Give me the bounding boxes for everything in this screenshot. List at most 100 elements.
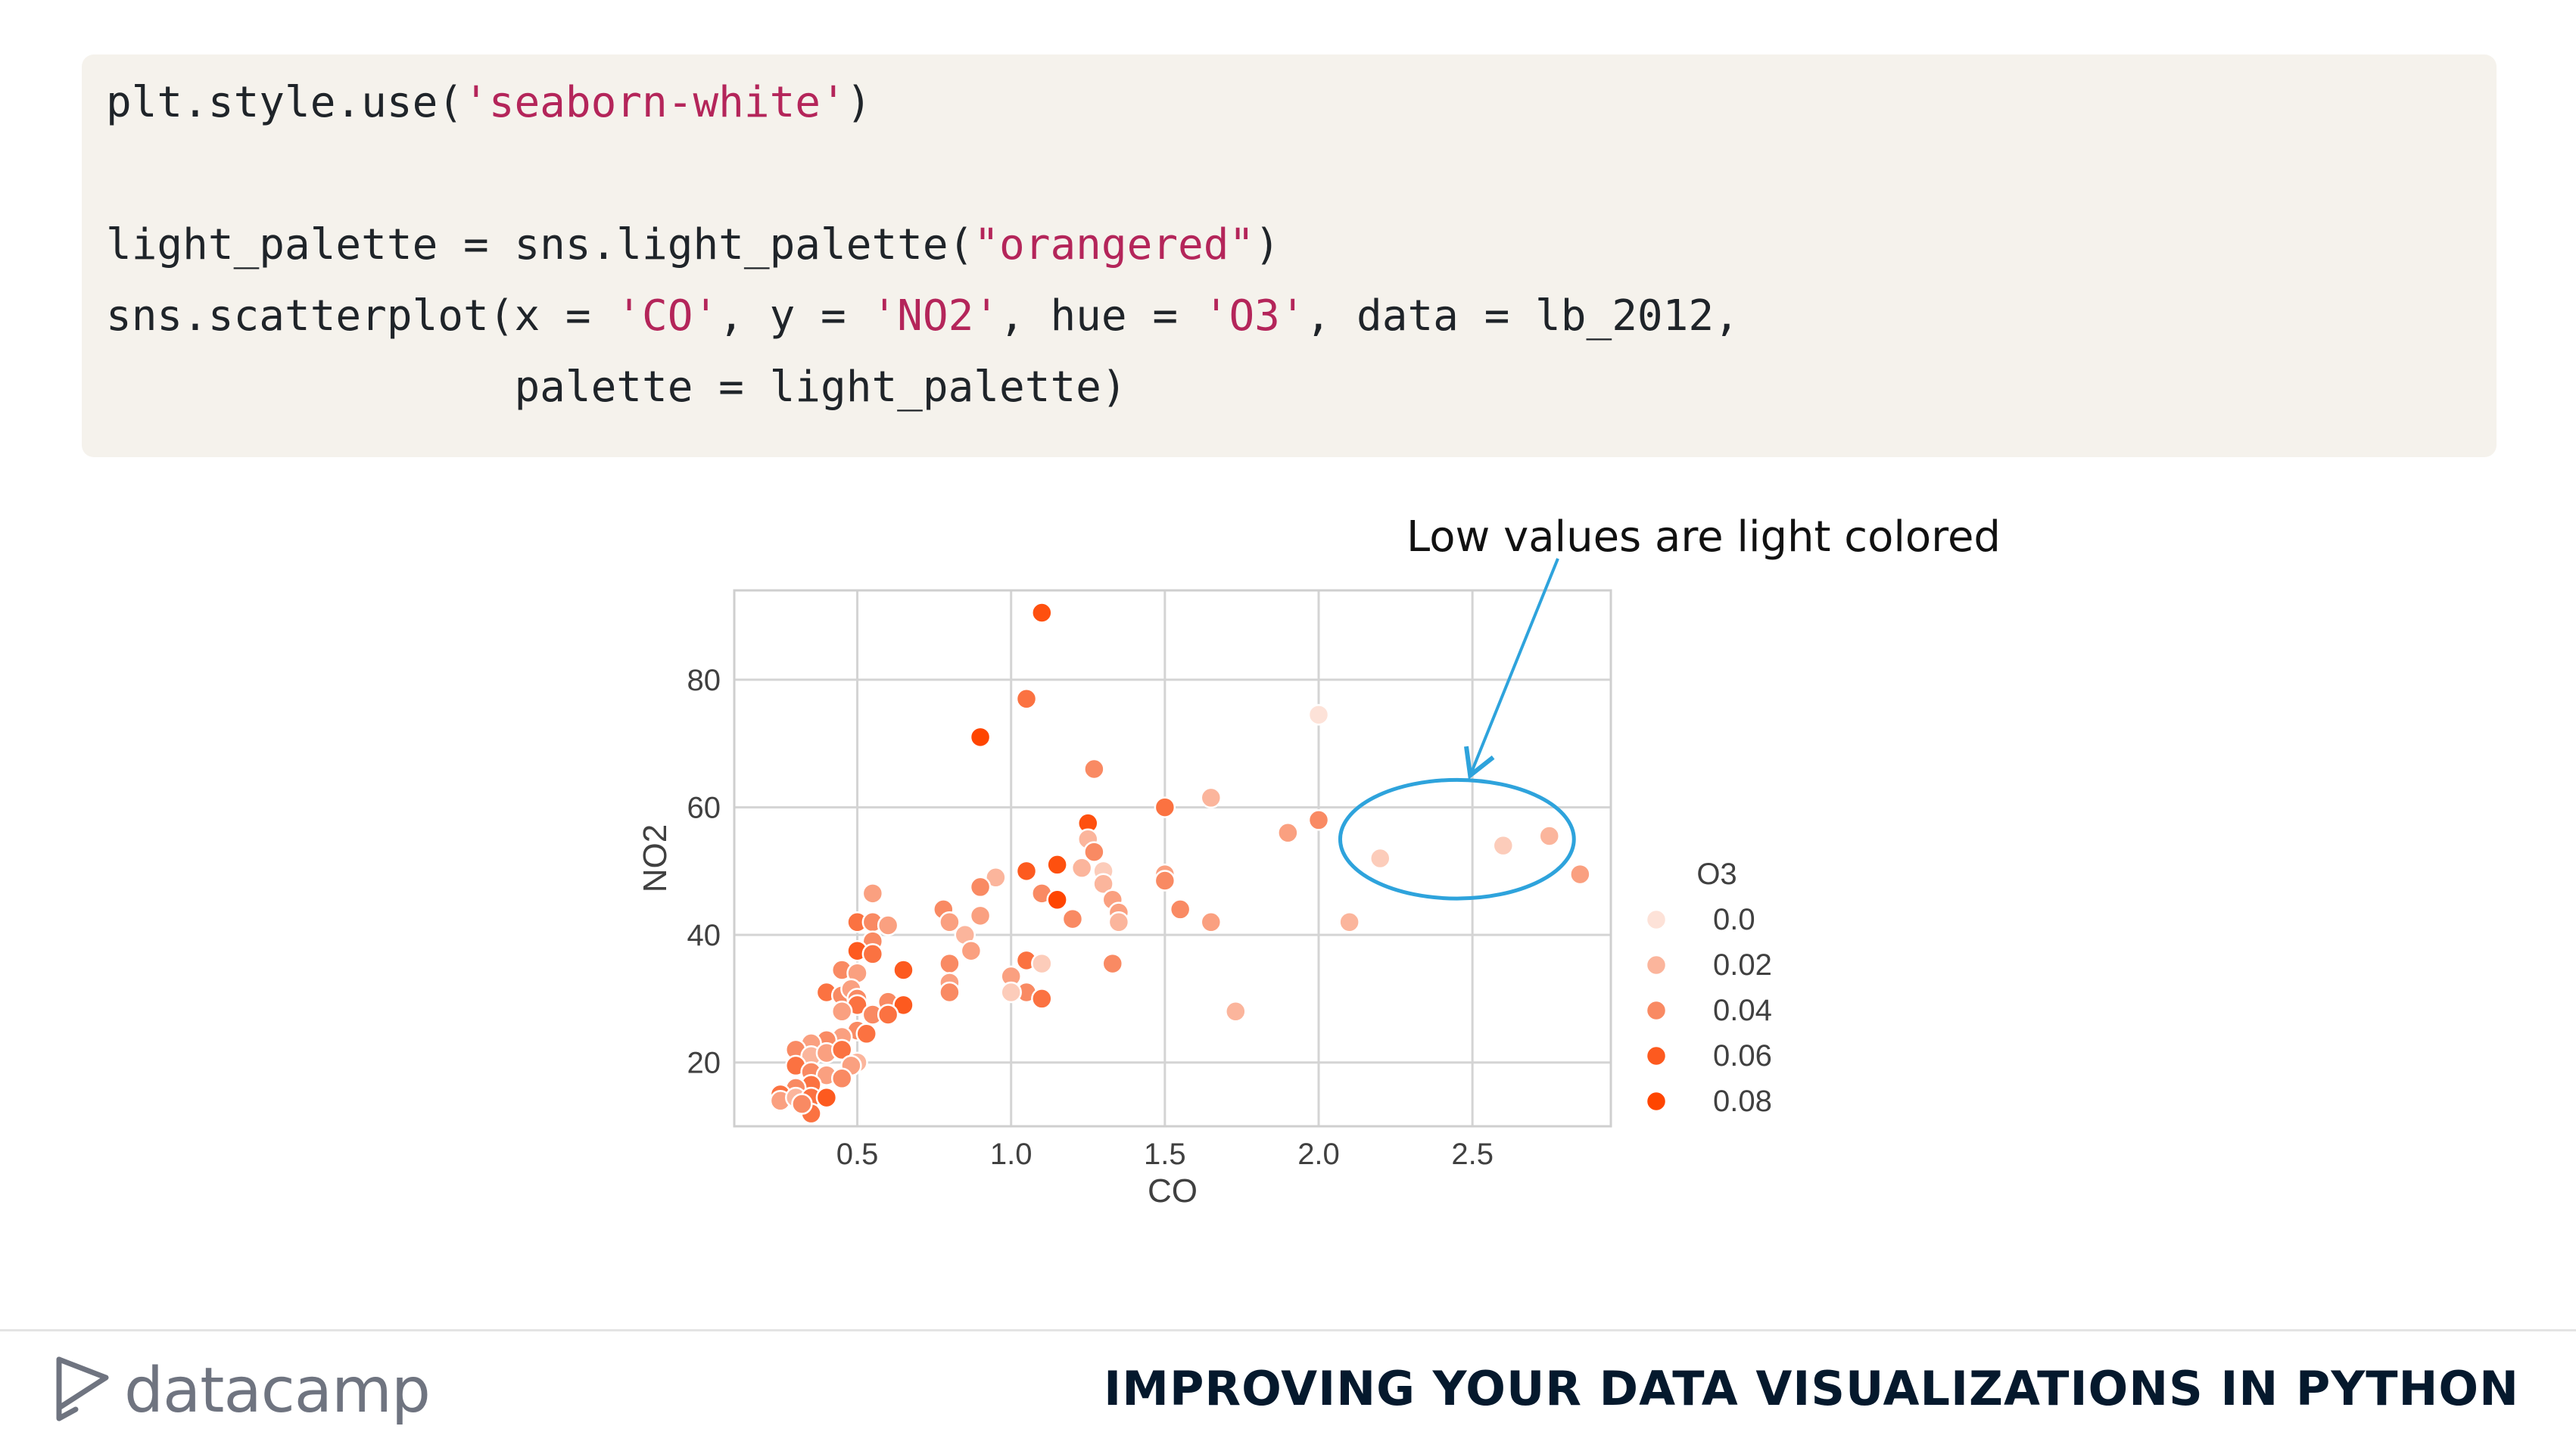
scatter-point	[1107, 911, 1130, 933]
scatter-point	[939, 952, 961, 975]
legend-marker	[1645, 954, 1668, 976]
code-token: , hue =	[999, 291, 1204, 341]
datacamp-logo[interactable]: datacamp	[53, 1346, 447, 1429]
scatter-point	[1338, 911, 1360, 933]
x-tick-label: 1.5	[1144, 1138, 1186, 1171]
scatter-point	[1000, 981, 1022, 1004]
code-block: plt.style.use('seaborn-white') light_pale…	[82, 54, 2497, 457]
code-token: light_palette = sns.light_palette(	[106, 220, 974, 269]
scatter-point	[830, 1001, 853, 1023]
x-axis-label: CO	[1148, 1172, 1198, 1210]
scatter-point	[815, 1086, 838, 1109]
course-title: IMPROVING YOUR DATA VISUALIZATIONS IN PY…	[1104, 1361, 2519, 1416]
scatter-point	[1569, 863, 1591, 886]
scatter-point	[830, 1067, 853, 1090]
scatter-point	[960, 939, 983, 962]
code-token: plt.style.use(	[106, 78, 464, 127]
code-string: 'NO2'	[871, 291, 1000, 341]
scatter-point	[892, 994, 914, 1017]
scatter-point	[1083, 841, 1105, 863]
scatter-point	[1200, 911, 1223, 933]
code-token: sns.scatterplot(x =	[106, 291, 617, 341]
code-line: plt.style.use('seaborn-white')	[106, 73, 871, 133]
y-tick-label: 40	[687, 919, 721, 952]
legend-marker	[1645, 999, 1668, 1022]
grid-lines	[734, 590, 1611, 1126]
scatter-point	[985, 867, 1007, 889]
legend-label: 0.06	[1713, 1039, 1772, 1073]
scatter-point	[1154, 870, 1176, 892]
scatter-point	[1492, 834, 1515, 857]
scatter-point	[1154, 796, 1176, 818]
annotation-text: Low values are light colored	[1406, 512, 2001, 562]
scatter-point	[969, 876, 992, 898]
x-tick-label: 2.0	[1297, 1138, 1340, 1171]
scatter-point	[1031, 602, 1053, 624]
scatter-point	[1277, 822, 1299, 844]
scatter-point	[939, 981, 961, 1004]
legend: O3 0.0 0.02 0.04 0.06 0.08	[1645, 858, 1772, 1118]
y-axis-label: NO2	[637, 824, 674, 892]
legend-marker	[1645, 1045, 1668, 1067]
scatter-point	[1015, 860, 1038, 883]
legend-marker	[1645, 908, 1668, 931]
scatter-point	[861, 943, 884, 965]
y-tick-label: 80	[687, 664, 721, 697]
scatter-point	[1046, 854, 1068, 876]
legend-label: 0.08	[1713, 1085, 1772, 1118]
x-tick-label: 1.0	[990, 1138, 1033, 1171]
highlight-ellipse-group	[1338, 777, 1576, 901]
scatter-point	[877, 1004, 899, 1026]
scatter-point	[877, 914, 899, 936]
code-token: palette = light_palette)	[106, 363, 1127, 412]
code-string: 'O3'	[1203, 291, 1306, 341]
scatter-point	[1225, 1001, 1247, 1023]
code-line: light_palette = sns.light_palette("orang…	[106, 215, 1280, 276]
data-points	[769, 602, 1591, 1125]
code-token: )	[1254, 220, 1280, 269]
scatter-point	[969, 726, 992, 749]
scatter-point	[830, 1038, 853, 1061]
scatter-point	[861, 883, 884, 905]
legend-marker	[1645, 1090, 1668, 1113]
scatter-point	[1046, 889, 1068, 911]
scatter-point	[1015, 688, 1038, 710]
legend-label: 0.04	[1713, 994, 1772, 1027]
scatter-point	[939, 911, 961, 933]
scatter-point	[1169, 898, 1191, 920]
scatter-point	[1200, 786, 1223, 809]
datacamp-logo-text: datacamp	[124, 1355, 431, 1427]
scatter-point	[1307, 704, 1330, 726]
scatter-point	[791, 1093, 813, 1115]
code-token: )	[846, 78, 872, 127]
scatter-point	[855, 1023, 877, 1045]
legend-title: O3	[1696, 858, 1737, 891]
code-string: "orangered"	[973, 220, 1255, 269]
scatter-point	[1061, 908, 1084, 930]
scatter-point	[1307, 809, 1330, 831]
scatter-point	[1083, 758, 1105, 780]
code-token: , data = lb_2012,	[1305, 291, 1740, 341]
x-tick-label: 0.5	[836, 1138, 879, 1171]
code-token: , y =	[718, 291, 872, 341]
plot-frame	[733, 589, 1612, 1128]
scatter-point	[1031, 952, 1053, 975]
y-tick-label: 60	[687, 792, 721, 825]
highlight-ellipse	[1338, 777, 1576, 901]
datacamp-logo-icon	[56, 1356, 109, 1421]
legend-label: 0.02	[1713, 948, 1772, 982]
x-tick-label: 2.5	[1451, 1138, 1494, 1171]
code-string: 'CO'	[616, 291, 719, 341]
scatter-point	[1092, 873, 1114, 895]
y-tick-label: 20	[687, 1047, 721, 1080]
scatter-point	[892, 959, 914, 981]
axes: 0.5 1.0 1.5 2.0 2.5 20 40 60 80 CO NO2	[637, 664, 1494, 1210]
footer-divider	[0, 1329, 2576, 1331]
code-line: palette = light_palette)	[106, 357, 1127, 418]
scatter-point	[969, 905, 992, 927]
scatter-point	[1070, 857, 1093, 879]
scatter-point	[1101, 952, 1124, 975]
scatter-point	[1031, 988, 1053, 1010]
annotation-arrow	[1464, 558, 1559, 780]
